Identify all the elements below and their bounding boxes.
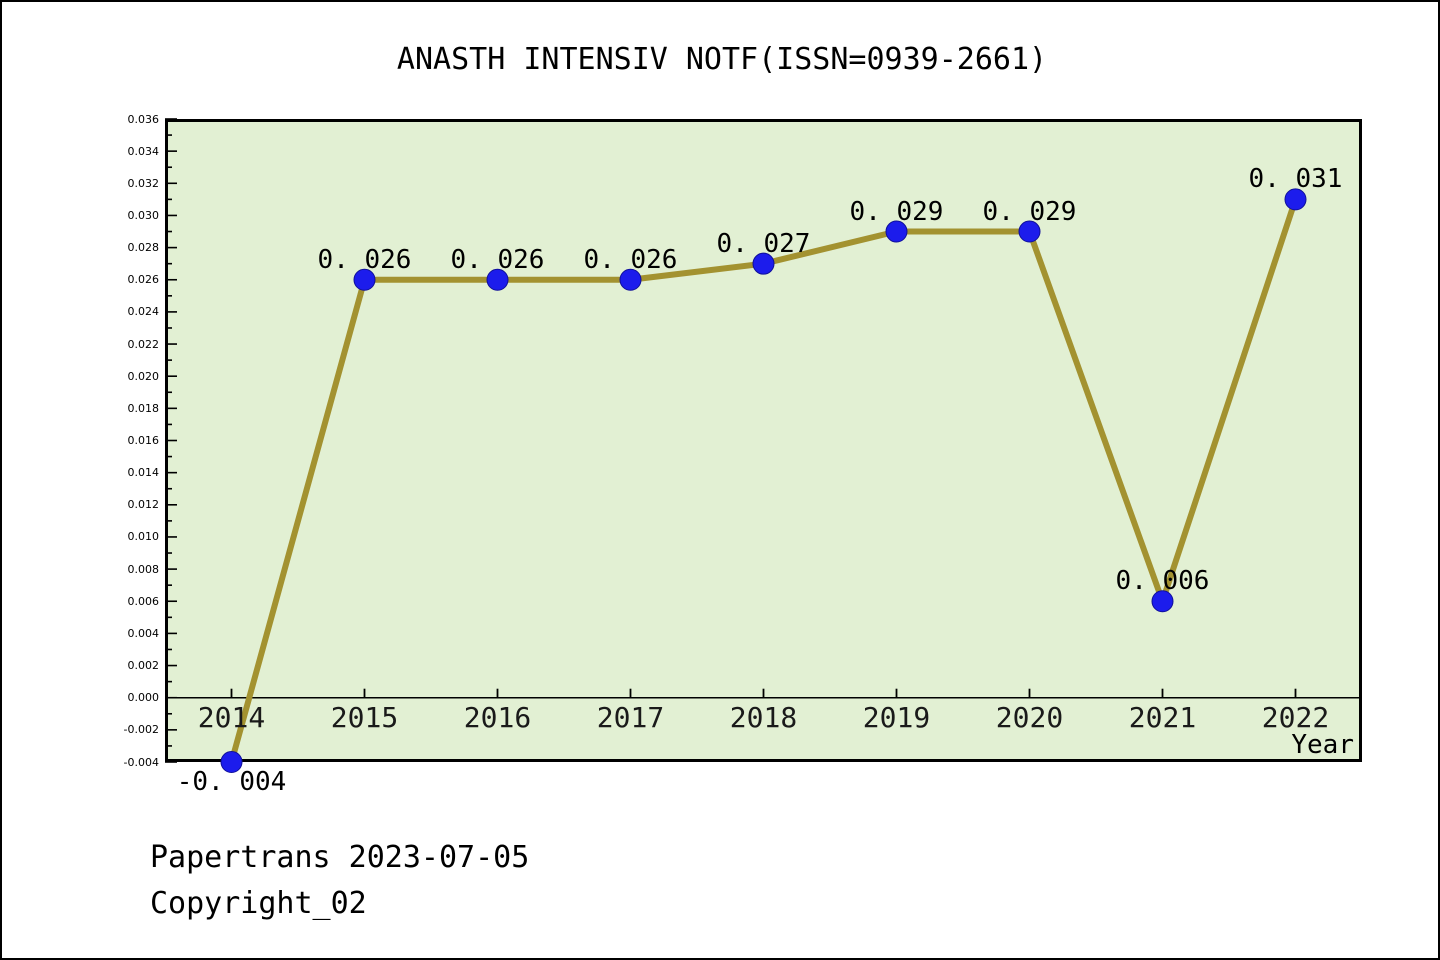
point-value-label: 0. 006 (1115, 566, 1210, 597)
point-value-label: -0. 004 (176, 767, 287, 797)
y-tick-label: 0.004 (127, 626, 160, 640)
x-tick-label: 2022 (1261, 700, 1330, 734)
x-tick-label: 2015 (330, 700, 399, 734)
data-point (619, 268, 642, 291)
y-tick-label: -0.002 (123, 723, 159, 737)
x-tick-label: 2018 (729, 700, 798, 734)
data-point (1018, 220, 1041, 243)
point-value-label: 0. 029 (849, 196, 944, 227)
point-value-label: 0. 026 (317, 244, 412, 275)
chart-title: ANASTH INTENSIV NOTF(ISSN=0939-2661) (396, 42, 1048, 77)
y-tick-label: 0.002 (127, 659, 160, 673)
data-point (1284, 188, 1307, 211)
data-point (885, 220, 908, 243)
y-tick-label: 0.030 (127, 208, 160, 222)
data-point (486, 268, 509, 291)
x-tick-label: 2020 (995, 700, 1064, 734)
plot-area (165, 118, 1362, 773)
data-point (220, 751, 243, 773)
y-tick-label: 0.012 (127, 498, 160, 512)
point-value-label: 0. 026 (583, 244, 678, 275)
y-tick-label: 0.034 (127, 144, 160, 158)
point-value-label: 0. 031 (1248, 164, 1343, 195)
x-axis-label: Year (1291, 730, 1354, 760)
point-value-label: 0. 026 (450, 244, 545, 275)
x-tick-label: 2017 (596, 700, 665, 734)
y-tick-label: 0.028 (127, 241, 160, 255)
data-point (353, 268, 376, 291)
footer-copyright: Copyright_02 (150, 886, 367, 921)
data-point (752, 252, 775, 275)
y-tick-label: 0.010 (127, 530, 160, 544)
footer-source-date: Papertrans 2023-07-05 (150, 840, 530, 875)
x-tick-label: 2019 (862, 700, 931, 734)
y-tick-label: 0.024 (127, 305, 160, 319)
y-tick-label: 0.006 (127, 594, 160, 608)
plot-border (165, 119, 1362, 762)
line-plot-svg (165, 118, 1362, 773)
y-tick-label: 0.032 (127, 176, 160, 190)
y-tick-label: -0.004 (123, 755, 159, 769)
y-tick-label: 0.014 (127, 466, 160, 480)
x-tick-label: 2021 (1128, 700, 1197, 734)
point-value-label: 0. 027 (716, 228, 811, 259)
y-tick-label: 0.022 (127, 337, 160, 351)
data-point (1151, 590, 1174, 613)
x-tick-label: 2014 (197, 700, 266, 734)
y-tick-label: 0.000 (127, 691, 160, 705)
x-tick-label: 2016 (463, 700, 532, 734)
y-tick-label: 0.026 (127, 273, 160, 287)
y-tick-label: 0.018 (127, 401, 160, 415)
point-value-label: 0. 029 (982, 196, 1077, 227)
y-tick-label: 0.020 (127, 369, 160, 383)
y-tick-label: 0.036 (127, 112, 160, 126)
y-tick-label: 0.008 (127, 562, 160, 576)
y-tick-label: 0.016 (127, 434, 160, 447)
data-line (228, 198, 1299, 763)
